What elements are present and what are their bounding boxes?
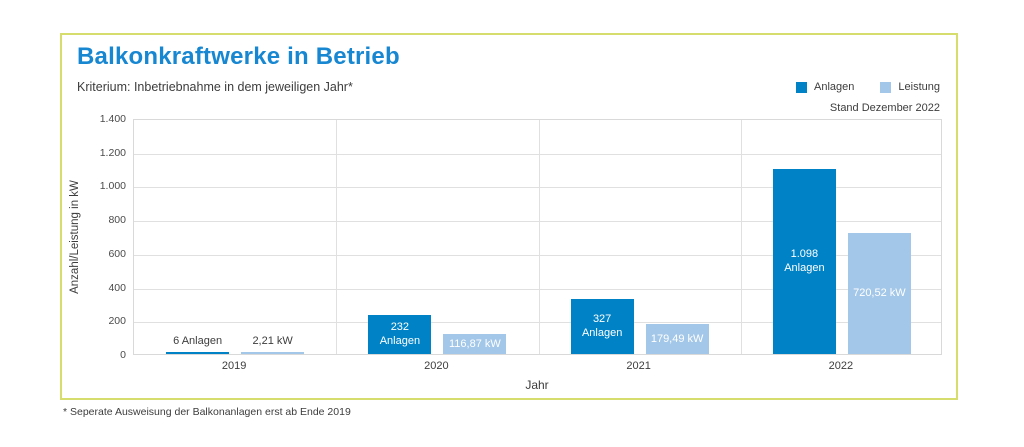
x-tick-label: 2019 [221, 360, 247, 372]
leistung-swatch-icon [880, 81, 892, 93]
gridline-vertical [336, 120, 338, 354]
legend-item-anlagen: Anlagen [796, 81, 854, 93]
legend-label-leistung: Leistung [898, 81, 940, 93]
chart-card: Balkonkraftwerke in Betrieb Kriterium: I… [60, 33, 958, 400]
bar-label: 327 Anlagen [581, 313, 623, 340]
x-tick-label: 2020 [424, 360, 449, 372]
bar-label: 179,49 kW [650, 332, 704, 345]
x-tick-label: 2022 [828, 360, 854, 372]
bar-anlagen-2022 [772, 168, 836, 354]
y-tick-label: 200 [108, 315, 126, 328]
gridline-horizontal [134, 254, 941, 256]
bar-label: 2,21 kW [252, 335, 293, 347]
gridline-vertical [740, 120, 742, 354]
y-tick-label: 800 [108, 214, 126, 227]
bar-leistung-2020 [443, 334, 507, 354]
y-tick-label: 1.000 [99, 180, 126, 193]
gridline-horizontal [134, 322, 941, 324]
x-tick-label: 2021 [626, 360, 651, 372]
y-tick-label: 600 [108, 247, 126, 260]
bar-leistung-2019 [241, 352, 305, 354]
bar-label: 232 Anlagen [379, 321, 421, 348]
y-tick-label: 0 [120, 349, 126, 361]
gridline-horizontal [134, 221, 941, 223]
y-axis-title: Anzahl/Leistung in kW [69, 180, 81, 294]
bar-anlagen-2021 [570, 298, 634, 354]
footnote: * Seperate Ausweisung der Balkonanlagen … [63, 406, 351, 418]
legend-label-anlagen: Anlagen [814, 81, 855, 93]
y-tick-label: 400 [108, 281, 126, 294]
bar-label: 6 Anlagen [173, 335, 223, 347]
bar-anlagen-2020 [368, 314, 432, 354]
anlagen-swatch-icon [796, 81, 808, 93]
plot-area: 6 Anlagen 2,21 kW 232 Anlagen 116,87 kW 327 … [133, 119, 942, 355]
y-tick-label: 1.200 [99, 146, 126, 159]
y-tick-label: 1.400 [99, 113, 126, 125]
page-title: Balkonkraftwerke in Betrieb [77, 43, 400, 70]
x-axis-title: Jahr [525, 378, 549, 392]
stand-note: Stand Dezember 2022 [829, 102, 940, 114]
gridline-horizontal [134, 288, 941, 290]
bar-leistung-2022 [847, 232, 911, 354]
bar-label: 1.098 Anlagen [784, 248, 825, 275]
legend-item-leistung: Leistung [880, 81, 940, 93]
bar-label: 720,52 kW [853, 287, 906, 300]
bar-anlagen-2019 [166, 352, 230, 354]
gridline-horizontal [134, 187, 941, 189]
chart-subtitle: Kriterium: Inbetriebnahme in dem jeweili… [77, 80, 353, 94]
gridline-horizontal [134, 153, 941, 155]
bar-label: 116,87 kW [448, 338, 501, 350]
bar-leistung-2021 [645, 323, 709, 354]
gridline-vertical [538, 120, 540, 354]
legend: Anlagen Leistung [796, 81, 940, 93]
